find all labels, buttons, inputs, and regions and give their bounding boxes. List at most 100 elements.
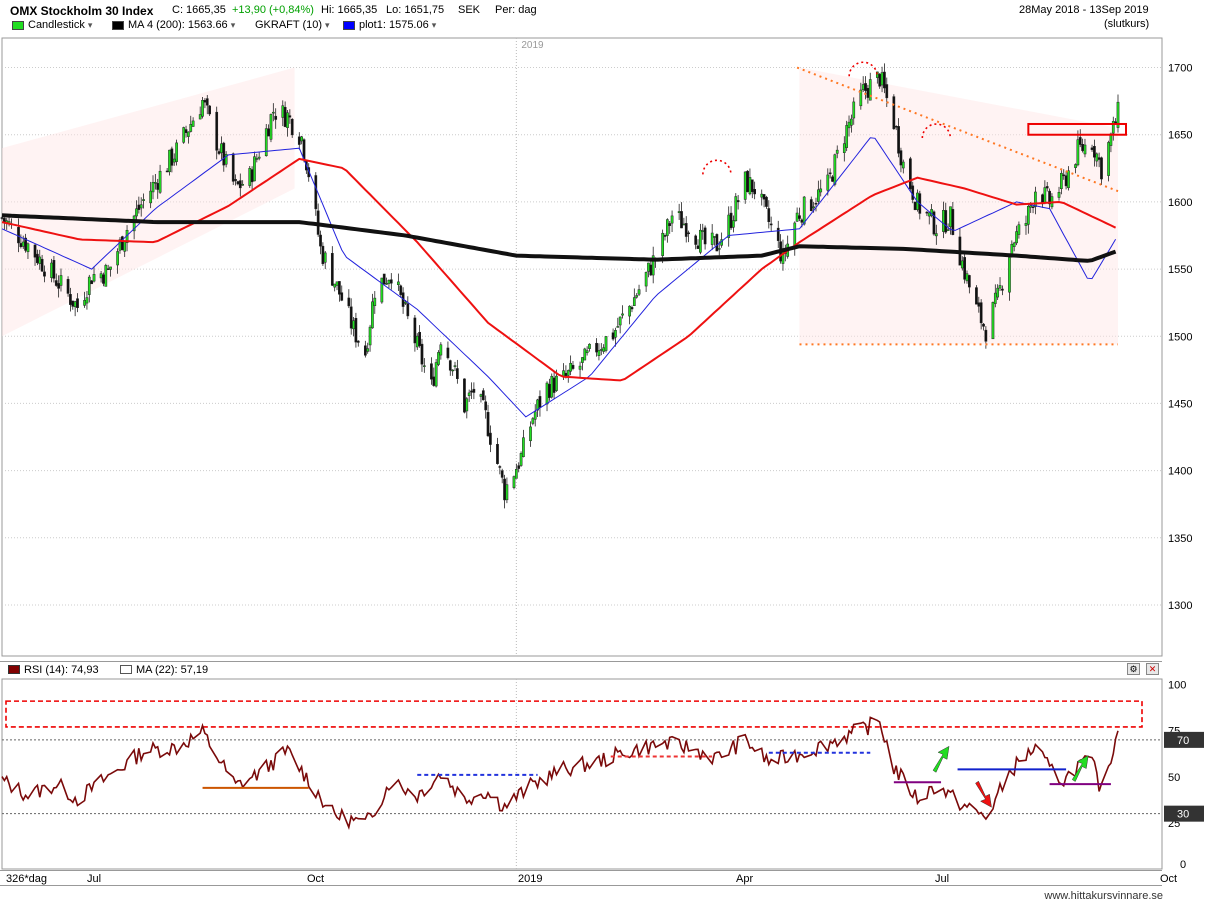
candle-body bbox=[156, 183, 160, 190]
candle-body bbox=[297, 136, 301, 145]
candle-body bbox=[852, 101, 856, 119]
candle-body bbox=[238, 180, 242, 189]
candle-body bbox=[451, 369, 454, 372]
candle-body bbox=[330, 253, 334, 286]
candle-body bbox=[682, 223, 686, 226]
candle-body bbox=[927, 212, 931, 217]
candle-body bbox=[932, 211, 936, 235]
rsi-label: RSI (14): 74,93 bbox=[24, 664, 99, 676]
candle-body bbox=[76, 298, 79, 309]
candle-body bbox=[710, 232, 714, 245]
candle-body bbox=[106, 268, 110, 270]
candle-body bbox=[17, 227, 20, 244]
candle-body bbox=[236, 181, 240, 185]
change-value: +13,90 (+0,84%) bbox=[232, 4, 314, 16]
candle-body bbox=[1024, 223, 1028, 226]
candle-body bbox=[885, 84, 889, 99]
candle-body bbox=[463, 378, 466, 413]
candle-body bbox=[883, 71, 886, 89]
candle-body bbox=[696, 245, 700, 249]
y-tick-label: 1500 bbox=[1168, 331, 1192, 343]
candle-body bbox=[548, 384, 551, 398]
candle-body bbox=[201, 100, 204, 117]
candle-body bbox=[356, 340, 360, 343]
candle-body bbox=[604, 336, 608, 351]
candle-body bbox=[977, 302, 981, 307]
legend-candlestick[interactable]: Candlestick ▾ bbox=[12, 19, 92, 32]
candle-body bbox=[385, 283, 388, 285]
candle-body bbox=[52, 260, 56, 279]
candle-body bbox=[512, 476, 516, 488]
candle-body bbox=[102, 274, 105, 284]
candle-body bbox=[432, 376, 436, 386]
candle-body bbox=[352, 320, 355, 330]
candle-body bbox=[942, 210, 945, 232]
candle-body bbox=[71, 300, 75, 307]
candle-body bbox=[729, 212, 733, 229]
candle-body bbox=[581, 357, 584, 363]
candle-body bbox=[517, 465, 521, 469]
close-icon[interactable]: ✕ bbox=[1146, 663, 1159, 675]
arrow-up-icon bbox=[1071, 755, 1089, 782]
candle-body bbox=[220, 143, 223, 153]
candle-body bbox=[50, 262, 53, 278]
candle-body bbox=[66, 279, 70, 294]
dropdown-arrow-icon: ▾ bbox=[230, 20, 236, 30]
x-tick-label: Jul bbox=[87, 873, 102, 885]
candle-body bbox=[909, 158, 912, 190]
candle-body bbox=[36, 253, 39, 264]
candle-body bbox=[222, 142, 226, 166]
candle-body bbox=[991, 302, 995, 340]
legend-swatch bbox=[12, 20, 24, 30]
candle-body bbox=[397, 281, 400, 285]
legend-plot1[interactable]: plot1: 1575.06 ▾ bbox=[343, 19, 436, 32]
candle-body bbox=[422, 365, 426, 367]
candle-body bbox=[484, 401, 488, 411]
rsi-level-badge bbox=[1164, 731, 1204, 748]
candle-body bbox=[274, 115, 278, 120]
candle-body bbox=[533, 411, 537, 420]
rsi-level-label: 70 bbox=[1177, 735, 1189, 747]
candle-body bbox=[90, 280, 94, 285]
candle-body bbox=[975, 287, 978, 305]
candle-body bbox=[489, 432, 492, 445]
candle-body bbox=[880, 72, 884, 86]
legend-label: Candlestick bbox=[28, 19, 85, 31]
legend-gkraft[interactable]: GKRAFT (10) ▾ bbox=[255, 19, 330, 32]
candle-body bbox=[736, 200, 740, 203]
candle-body bbox=[184, 129, 188, 134]
candle-body bbox=[234, 179, 237, 181]
wrench-icon[interactable]: ⚙ bbox=[1127, 663, 1140, 675]
overbought-zone bbox=[5, 700, 1143, 728]
candle-body bbox=[198, 114, 202, 120]
ma200-line bbox=[1, 213, 1117, 263]
candle-body bbox=[1081, 144, 1084, 151]
candle-body bbox=[746, 170, 749, 193]
candle-body bbox=[338, 281, 341, 295]
candle-body bbox=[1060, 172, 1063, 189]
x-axis: 326*dag Jul Oct 2019 Apr Jul Oct bbox=[0, 870, 1177, 886]
candle-body bbox=[1015, 231, 1018, 244]
candle-body bbox=[187, 131, 190, 137]
candle-body bbox=[333, 283, 337, 288]
candle-body bbox=[585, 350, 589, 354]
candle-body bbox=[3, 217, 6, 223]
watermark: www.hittakursvinnare.se bbox=[1044, 890, 1163, 902]
candle-body bbox=[0, 217, 4, 219]
candle-body bbox=[798, 215, 801, 219]
candle-body bbox=[701, 230, 705, 232]
price-chart[interactable]: 1300 1350 1400 1450 1500 1550 1600 1650 1700 2019 bbox=[0, 34, 1207, 660]
top-marker bbox=[848, 61, 878, 77]
candle-body bbox=[104, 265, 108, 287]
resistance-box bbox=[1027, 122, 1128, 136]
candle-body bbox=[54, 280, 58, 286]
legend-ma200[interactable]: MA 4 (200): 1563.66 ▾ bbox=[112, 19, 235, 32]
candle-body bbox=[637, 289, 641, 295]
candle-body bbox=[347, 297, 351, 307]
rsi-header: RSI (14): 74,93 MA (22): 57,19 bbox=[0, 661, 1162, 677]
candle-body bbox=[415, 335, 419, 348]
candle-body bbox=[269, 114, 273, 140]
candle-body bbox=[182, 127, 186, 143]
arrow-down-icon bbox=[975, 780, 992, 808]
